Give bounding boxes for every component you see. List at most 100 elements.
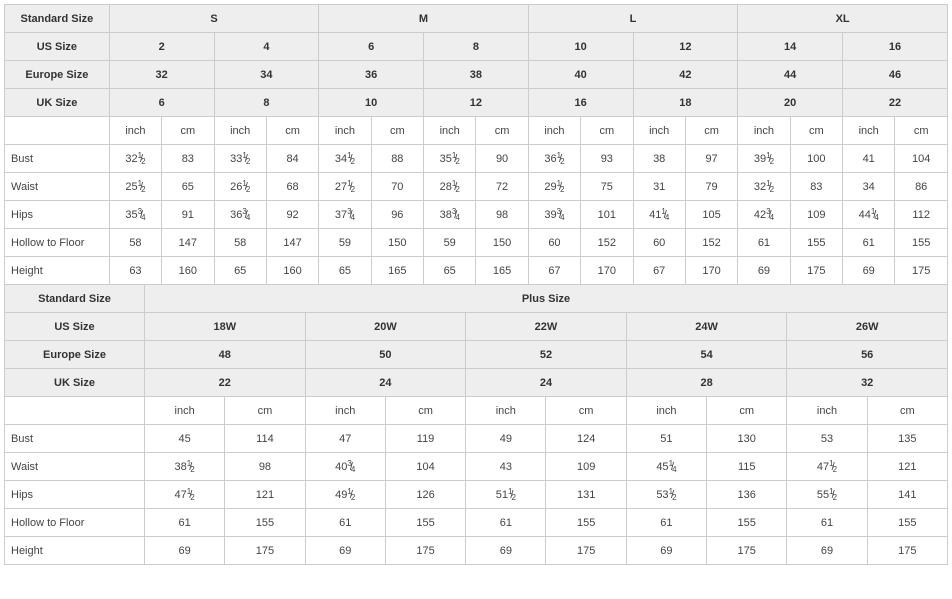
header2-standard-size: Standard Size <box>5 285 145 313</box>
t1-r0-c7-in: 41 <box>843 145 895 173</box>
header2-uk-3: 28 <box>626 369 787 397</box>
header2-europe-size: Europe Size <box>5 341 145 369</box>
size-chart-container: Standard SizeSMLXLUS Size246810121416Eur… <box>4 4 948 565</box>
rowlabel2-4: Height <box>5 537 145 565</box>
t2-r0-c4-in: 53 <box>787 425 867 453</box>
header-us-0: 2 <box>109 33 214 61</box>
t1-r1-c5-in: 31 <box>633 173 685 201</box>
header2-uk-2: 24 <box>466 369 627 397</box>
t2-r2-c2-cm: 131 <box>546 481 626 509</box>
t1-r1-c0-in: 251/2 <box>109 173 161 201</box>
t1-r2-c6-in: 423/4 <box>738 201 790 229</box>
t1-r4-c7-in: 69 <box>843 257 895 285</box>
t2-r1-c2-cm: 109 <box>546 453 626 481</box>
t2-r0-c0-in: 45 <box>145 425 225 453</box>
unit-cm-3: cm <box>476 117 528 145</box>
header-eu-4: 40 <box>528 61 633 89</box>
t1-r0-c5-cm: 97 <box>685 145 737 173</box>
header2-us-0: 18W <box>145 313 306 341</box>
t1-r3-c1-cm: 147 <box>266 229 318 257</box>
t1-r3-c5-cm: 152 <box>685 229 737 257</box>
t1-r3-c3-in: 59 <box>424 229 476 257</box>
t1-r2-c7-cm: 112 <box>895 201 948 229</box>
t1-r3-c5-in: 60 <box>633 229 685 257</box>
header2-uk-size: UK Size <box>5 369 145 397</box>
header2-eu-2: 52 <box>466 341 627 369</box>
header2-eu-4: 56 <box>787 341 948 369</box>
t2-r2-c4-in: 551/2 <box>787 481 867 509</box>
t1-r3-c4-cm: 152 <box>581 229 633 257</box>
unit2-cm-3: cm <box>707 397 787 425</box>
unit2-cm-2: cm <box>546 397 626 425</box>
t1-r1-c6-cm: 83 <box>790 173 842 201</box>
header-uk-7: 22 <box>843 89 948 117</box>
unit-inch-6: inch <box>738 117 790 145</box>
t1-r2-c4-cm: 101 <box>581 201 633 229</box>
t1-r1-c2-cm: 70 <box>371 173 423 201</box>
unit2-cm-0: cm <box>225 397 305 425</box>
t2-r4-c0-cm: 175 <box>225 537 305 565</box>
t2-r0-c1-cm: 119 <box>385 425 465 453</box>
header-eu-0: 32 <box>109 61 214 89</box>
t1-r0-c3-cm: 90 <box>476 145 528 173</box>
header-us-7: 16 <box>843 33 948 61</box>
header2-uk-4: 32 <box>787 369 948 397</box>
t1-r0-c6-cm: 100 <box>790 145 842 173</box>
t2-r1-c4-cm: 121 <box>867 453 947 481</box>
t2-r0-c3-cm: 130 <box>707 425 787 453</box>
unit-inch-2: inch <box>319 117 371 145</box>
unit-inch-4: inch <box>528 117 580 145</box>
t1-r4-c3-in: 65 <box>424 257 476 285</box>
unit2-cm-4: cm <box>867 397 947 425</box>
t2-r4-c4-cm: 175 <box>867 537 947 565</box>
t1-r1-c3-cm: 72 <box>476 173 528 201</box>
unit-cm-5: cm <box>685 117 737 145</box>
t1-r3-c0-in: 58 <box>109 229 161 257</box>
t1-r4-c2-in: 65 <box>319 257 371 285</box>
t1-r0-c3-in: 351/2 <box>424 145 476 173</box>
header-uk-0: 6 <box>109 89 214 117</box>
t1-r2-c5-cm: 105 <box>685 201 737 229</box>
t2-r1-c2-in: 43 <box>466 453 546 481</box>
rowlabel2-0: Bust <box>5 425 145 453</box>
t1-r1-c6-in: 321/2 <box>738 173 790 201</box>
t1-r4-c6-in: 69 <box>738 257 790 285</box>
t2-r4-c4-in: 69 <box>787 537 867 565</box>
header-eu-2: 36 <box>319 61 424 89</box>
t2-r3-c3-cm: 155 <box>707 509 787 537</box>
t1-r3-c0-cm: 147 <box>162 229 214 257</box>
t1-r1-c0-cm: 65 <box>162 173 214 201</box>
header-standard-2: L <box>528 5 738 33</box>
unit-cm-1: cm <box>266 117 318 145</box>
unit-cm-7: cm <box>895 117 948 145</box>
header-us-3: 8 <box>424 33 529 61</box>
t1-r4-c7-cm: 175 <box>895 257 948 285</box>
header-uk-1: 8 <box>214 89 319 117</box>
t2-r0-c0-cm: 114 <box>225 425 305 453</box>
rowlabel-4: Height <box>5 257 110 285</box>
header2-uk-0: 22 <box>145 369 306 397</box>
t1-r2-c2-in: 373/4 <box>319 201 371 229</box>
t2-r3-c0-in: 61 <box>145 509 225 537</box>
t2-r4-c2-cm: 175 <box>546 537 626 565</box>
t1-r2-c3-cm: 98 <box>476 201 528 229</box>
rowlabel-2: Hips <box>5 201 110 229</box>
header-uk-6: 20 <box>738 89 843 117</box>
header2-us-1: 20W <box>305 313 466 341</box>
t1-r0-c0-cm: 83 <box>162 145 214 173</box>
t1-r4-c1-in: 65 <box>214 257 266 285</box>
t1-r2-c7-in: 441/4 <box>843 201 895 229</box>
t1-r2-c6-cm: 109 <box>790 201 842 229</box>
unit-cm-2: cm <box>371 117 423 145</box>
header-uk-5: 18 <box>633 89 738 117</box>
t2-r3-c1-cm: 155 <box>385 509 465 537</box>
header2-us-3: 24W <box>626 313 787 341</box>
rowlabel-1: Waist <box>5 173 110 201</box>
t1-r0-c1-in: 331/2 <box>214 145 266 173</box>
header-uk-3: 12 <box>424 89 529 117</box>
header-uk-size: UK Size <box>5 89 110 117</box>
t1-r0-c2-cm: 88 <box>371 145 423 173</box>
unit-inch-1: inch <box>214 117 266 145</box>
t1-r3-c6-in: 61 <box>738 229 790 257</box>
t1-r3-c6-cm: 155 <box>790 229 842 257</box>
